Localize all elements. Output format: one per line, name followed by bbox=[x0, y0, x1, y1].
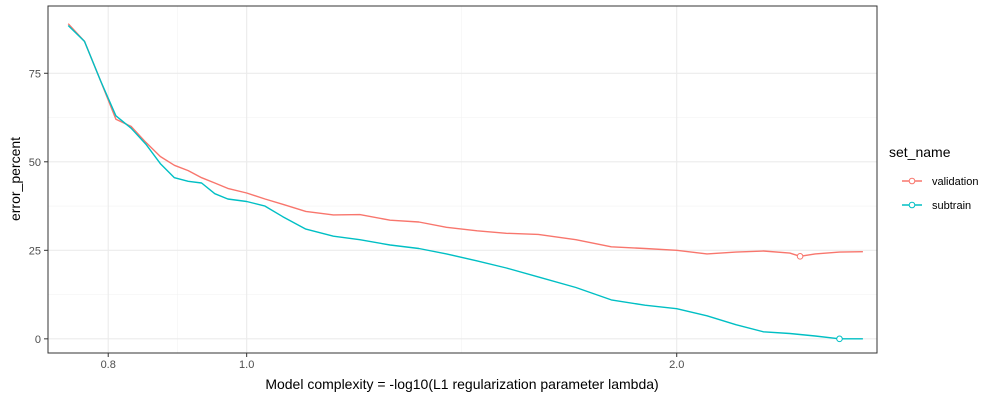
legend-title: set_name bbox=[889, 144, 951, 160]
y-axis-ticks: 0 25 50 75 bbox=[29, 68, 48, 346]
y-tick-label: 75 bbox=[29, 68, 41, 80]
series-lines bbox=[67, 23, 863, 340]
y-tick-label: 0 bbox=[35, 334, 41, 346]
y-tick-label: 50 bbox=[29, 157, 41, 169]
legend-key-marker-subtrain bbox=[908, 201, 916, 209]
y-axis-title: error_percent bbox=[7, 137, 23, 221]
series-line-validation bbox=[67, 23, 863, 257]
min-marker-validation bbox=[796, 253, 804, 260]
legend: set_name validation subtrain bbox=[889, 144, 978, 212]
grid-lines bbox=[48, 6, 877, 353]
min-marker-subtrain bbox=[836, 335, 843, 343]
plot-panel-background bbox=[48, 6, 877, 353]
plot-panel-border bbox=[47, 5, 878, 354]
x-axis-title: Model complexity = -log10(L1 regularizat… bbox=[265, 376, 658, 392]
x-axis-ticks: 0.8 1.0 2.0 bbox=[101, 353, 684, 371]
x-tick-label: 1.0 bbox=[239, 359, 254, 371]
legend-label-validation: validation bbox=[932, 176, 978, 188]
x-tick-label: 2.0 bbox=[669, 359, 684, 371]
legend-label-subtrain: subtrain bbox=[932, 200, 971, 212]
series-line-subtrain bbox=[67, 24, 863, 340]
series-min-markers bbox=[796, 253, 843, 343]
y-tick-label: 25 bbox=[29, 245, 41, 257]
x-tick-label: 0.8 bbox=[101, 359, 116, 371]
legend-key-marker-validation bbox=[908, 177, 916, 185]
